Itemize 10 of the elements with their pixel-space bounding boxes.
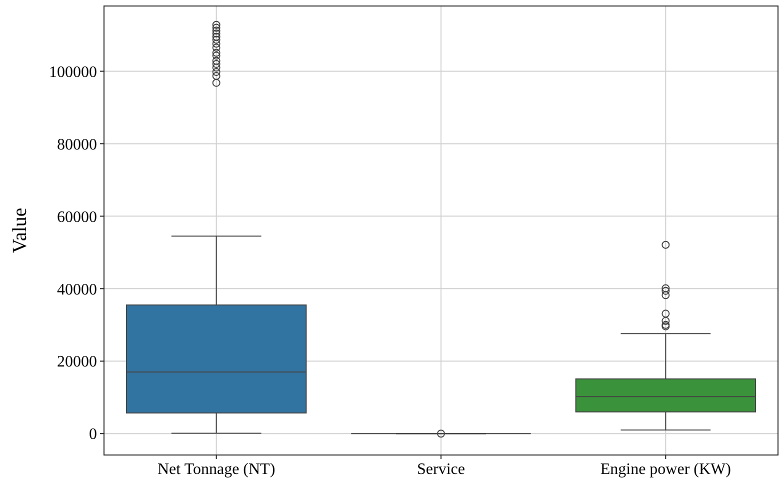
y-tick-label: 20000 [57,354,97,371]
x-tick-label: Net Tonnage (NT) [158,461,276,478]
y-tick-label: 40000 [57,281,97,298]
y-tick-label: 100000 [49,64,97,81]
y-axis-title: Value [9,208,31,254]
y-tick-label: 80000 [57,136,97,154]
y-tick-label: 60000 [57,208,97,226]
y-tick-label: 0 [89,426,97,444]
x-tick-label: Engine power (KW) [600,461,731,478]
x-tick-label: Service [417,461,465,478]
